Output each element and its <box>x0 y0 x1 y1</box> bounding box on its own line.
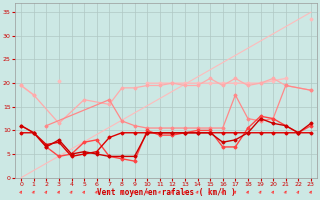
X-axis label: Vent moyen/en rafales ( km/h ): Vent moyen/en rafales ( km/h ) <box>97 188 236 197</box>
